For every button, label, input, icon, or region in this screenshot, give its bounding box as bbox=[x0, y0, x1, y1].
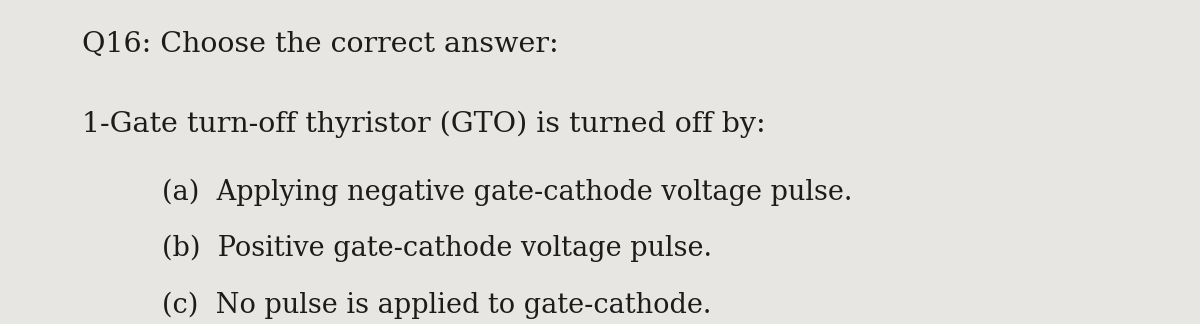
Text: (c)  No pulse is applied to gate-cathode.: (c) No pulse is applied to gate-cathode. bbox=[162, 292, 712, 319]
Text: Q16: Choose the correct answer:: Q16: Choose the correct answer: bbox=[82, 31, 558, 58]
Text: (b)  Positive gate-cathode voltage pulse.: (b) Positive gate-cathode voltage pulse. bbox=[162, 235, 712, 262]
Text: 1-Gate turn-off thyristor (GTO) is turned off by:: 1-Gate turn-off thyristor (GTO) is turne… bbox=[82, 110, 766, 138]
Text: (a)  Applying negative gate-cathode voltage pulse.: (a) Applying negative gate-cathode volta… bbox=[162, 179, 852, 206]
